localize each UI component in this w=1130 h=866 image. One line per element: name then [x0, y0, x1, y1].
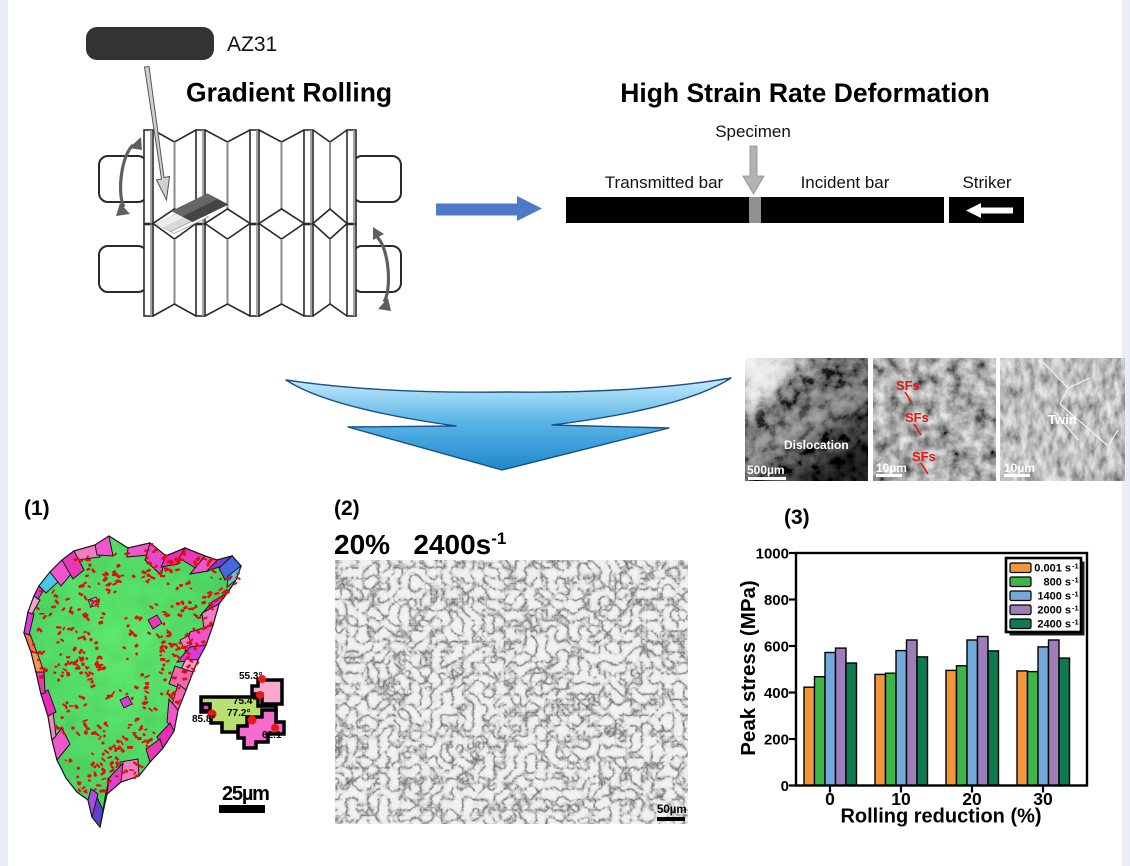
svg-text:SFs: SFs: [912, 449, 936, 464]
svg-text:500µm: 500µm: [747, 463, 785, 477]
svg-text:10: 10: [891, 789, 911, 809]
svg-text:(1): (1): [24, 497, 50, 520]
svg-text:High Strain Rate Deformation: High Strain Rate Deformation: [620, 78, 990, 108]
svg-text:30: 30: [1033, 789, 1053, 809]
svg-text:Gradient Rolling: Gradient Rolling: [186, 78, 392, 108]
svg-text:Twin: Twin: [1048, 412, 1077, 427]
svg-text:1000: 1000: [756, 546, 789, 563]
svg-text:-1: -1: [1072, 618, 1079, 627]
svg-text:77.2°: 77.2°: [227, 708, 250, 719]
svg-text:Dislocation: Dislocation: [784, 438, 849, 452]
svg-text:SFs: SFs: [905, 410, 929, 425]
svg-text:Incident bar: Incident bar: [801, 173, 890, 192]
svg-text:0: 0: [825, 789, 835, 809]
svg-text:AZ31: AZ31: [227, 33, 277, 56]
svg-text:85.8°: 85.8°: [192, 714, 215, 725]
svg-text:Peak stress (MPa): Peak stress (MPa): [737, 580, 760, 755]
svg-text:(2): (2): [334, 497, 360, 520]
svg-text:-1: -1: [1072, 590, 1079, 599]
svg-text:1400 s: 1400 s: [1037, 591, 1071, 603]
svg-text:50µm: 50µm: [657, 804, 687, 816]
svg-text:400: 400: [764, 685, 789, 702]
svg-text:Striker: Striker: [962, 173, 1011, 192]
svg-text:0.001 s: 0.001 s: [1034, 563, 1071, 575]
svg-text:-1: -1: [1072, 562, 1079, 571]
svg-text:SFs: SFs: [896, 378, 920, 393]
svg-text:10µm: 10µm: [1004, 461, 1035, 475]
svg-text:800 s: 800 s: [1043, 577, 1071, 589]
svg-text:600: 600: [764, 639, 789, 656]
svg-text:0: 0: [781, 778, 789, 795]
svg-text:Transmitted bar: Transmitted bar: [605, 173, 724, 192]
svg-text:Specimen: Specimen: [715, 122, 791, 141]
svg-text:200: 200: [764, 732, 789, 749]
svg-text:(3): (3): [784, 506, 810, 529]
svg-text:2400 s: 2400 s: [1037, 619, 1071, 631]
svg-text:800: 800: [764, 592, 789, 609]
svg-text:20: 20: [962, 789, 982, 809]
svg-text:25µm: 25µm: [222, 783, 269, 805]
svg-text:55.3°: 55.3°: [239, 671, 262, 682]
svg-text:62.1°: 62.1°: [262, 730, 285, 741]
svg-text:Rolling reduction (%): Rolling reduction (%): [840, 806, 1041, 828]
svg-text:20% 2400s-1: 20% 2400s-1: [334, 529, 506, 560]
svg-text:75.4°: 75.4°: [233, 696, 256, 707]
svg-text:10µm: 10µm: [876, 461, 907, 475]
svg-text:-1: -1: [1072, 576, 1079, 585]
svg-text:2000 s: 2000 s: [1037, 605, 1071, 617]
svg-text:-1: -1: [1072, 604, 1079, 613]
